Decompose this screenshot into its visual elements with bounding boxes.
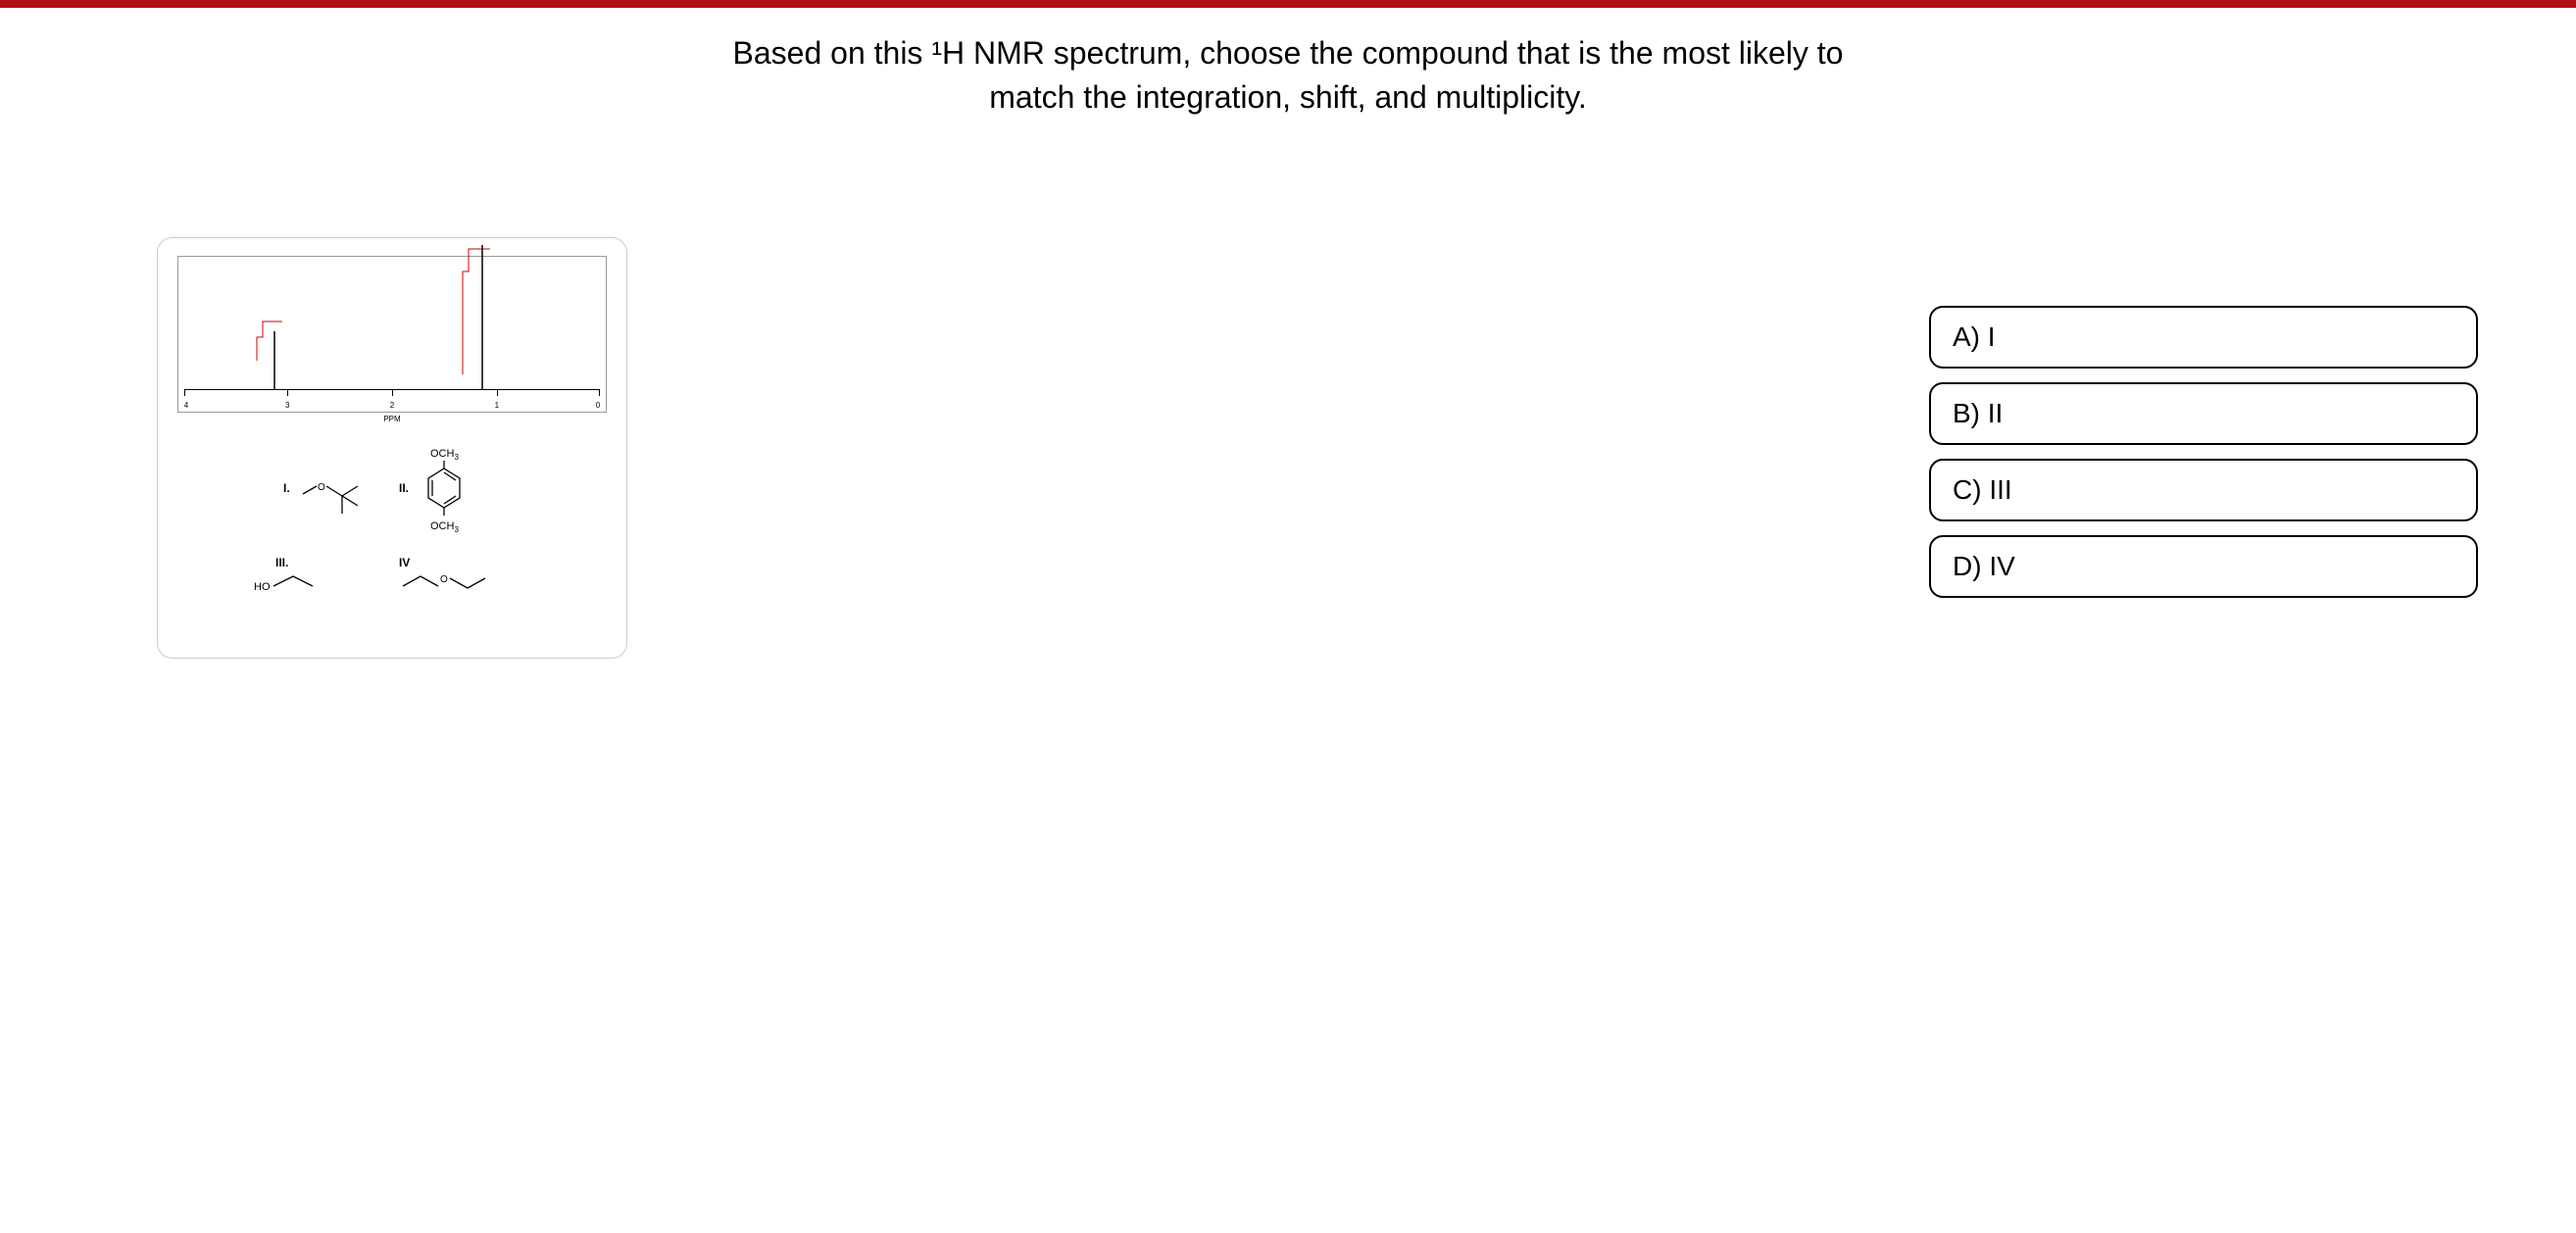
tick-2 xyxy=(392,390,393,396)
och3-top: OCH3 xyxy=(430,448,459,462)
structure-iv: O xyxy=(403,574,485,588)
label-iv: IV xyxy=(399,556,410,569)
axis-label-ppm: PPM xyxy=(177,415,607,423)
label-iii: III. xyxy=(275,556,288,569)
question-line-2: match the integration, shift, and multip… xyxy=(989,79,1586,115)
choice-c[interactable]: C) III xyxy=(1929,459,2478,521)
integration-curve-1 xyxy=(257,321,282,361)
ticklabel-1: 1 xyxy=(495,401,499,410)
structure-i: O xyxy=(303,482,358,514)
tick-1 xyxy=(497,390,498,396)
answer-choices: A) I B) II C) III D) IV xyxy=(1929,306,2478,659)
ticklabel-3: 3 xyxy=(285,401,289,410)
structures-grid: I. O II. OCH3 xyxy=(177,437,607,638)
tick-0 xyxy=(599,390,600,396)
question-line-1: Based on this ¹H NMR spectrum, choose th… xyxy=(733,35,1844,71)
accent-top-bar xyxy=(0,0,2576,8)
ticklabel-4: 4 xyxy=(184,401,188,410)
svg-text:O: O xyxy=(318,482,325,493)
nmr-spectrum: 4 3 2 1 0 xyxy=(177,256,607,413)
figure-panel: 4 3 2 1 0 PPM xyxy=(157,237,627,659)
peak-1ppm xyxy=(461,237,500,390)
choice-b[interactable]: B) II xyxy=(1929,382,2478,445)
label-i: I. xyxy=(283,481,290,495)
svg-text:O: O xyxy=(440,574,448,585)
ticklabel-2: 2 xyxy=(390,401,394,410)
question-text: Based on this ¹H NMR spectrum, choose th… xyxy=(0,31,2576,120)
choice-a[interactable]: A) I xyxy=(1929,306,2478,369)
peak-3ppm xyxy=(255,243,294,390)
och3-bottom: OCH3 xyxy=(430,520,459,534)
ho-label: HO xyxy=(254,581,271,593)
structure-ii xyxy=(428,461,460,516)
tick-3 xyxy=(287,390,288,396)
label-ii: II. xyxy=(399,481,409,495)
choice-d[interactable]: D) IV xyxy=(1929,535,2478,598)
ticklabel-0: 0 xyxy=(596,401,600,410)
tick-4 xyxy=(184,390,185,396)
structure-iii xyxy=(273,576,313,586)
integration-curve-2 xyxy=(463,249,490,374)
content-row: 4 3 2 1 0 PPM xyxy=(0,120,2576,659)
